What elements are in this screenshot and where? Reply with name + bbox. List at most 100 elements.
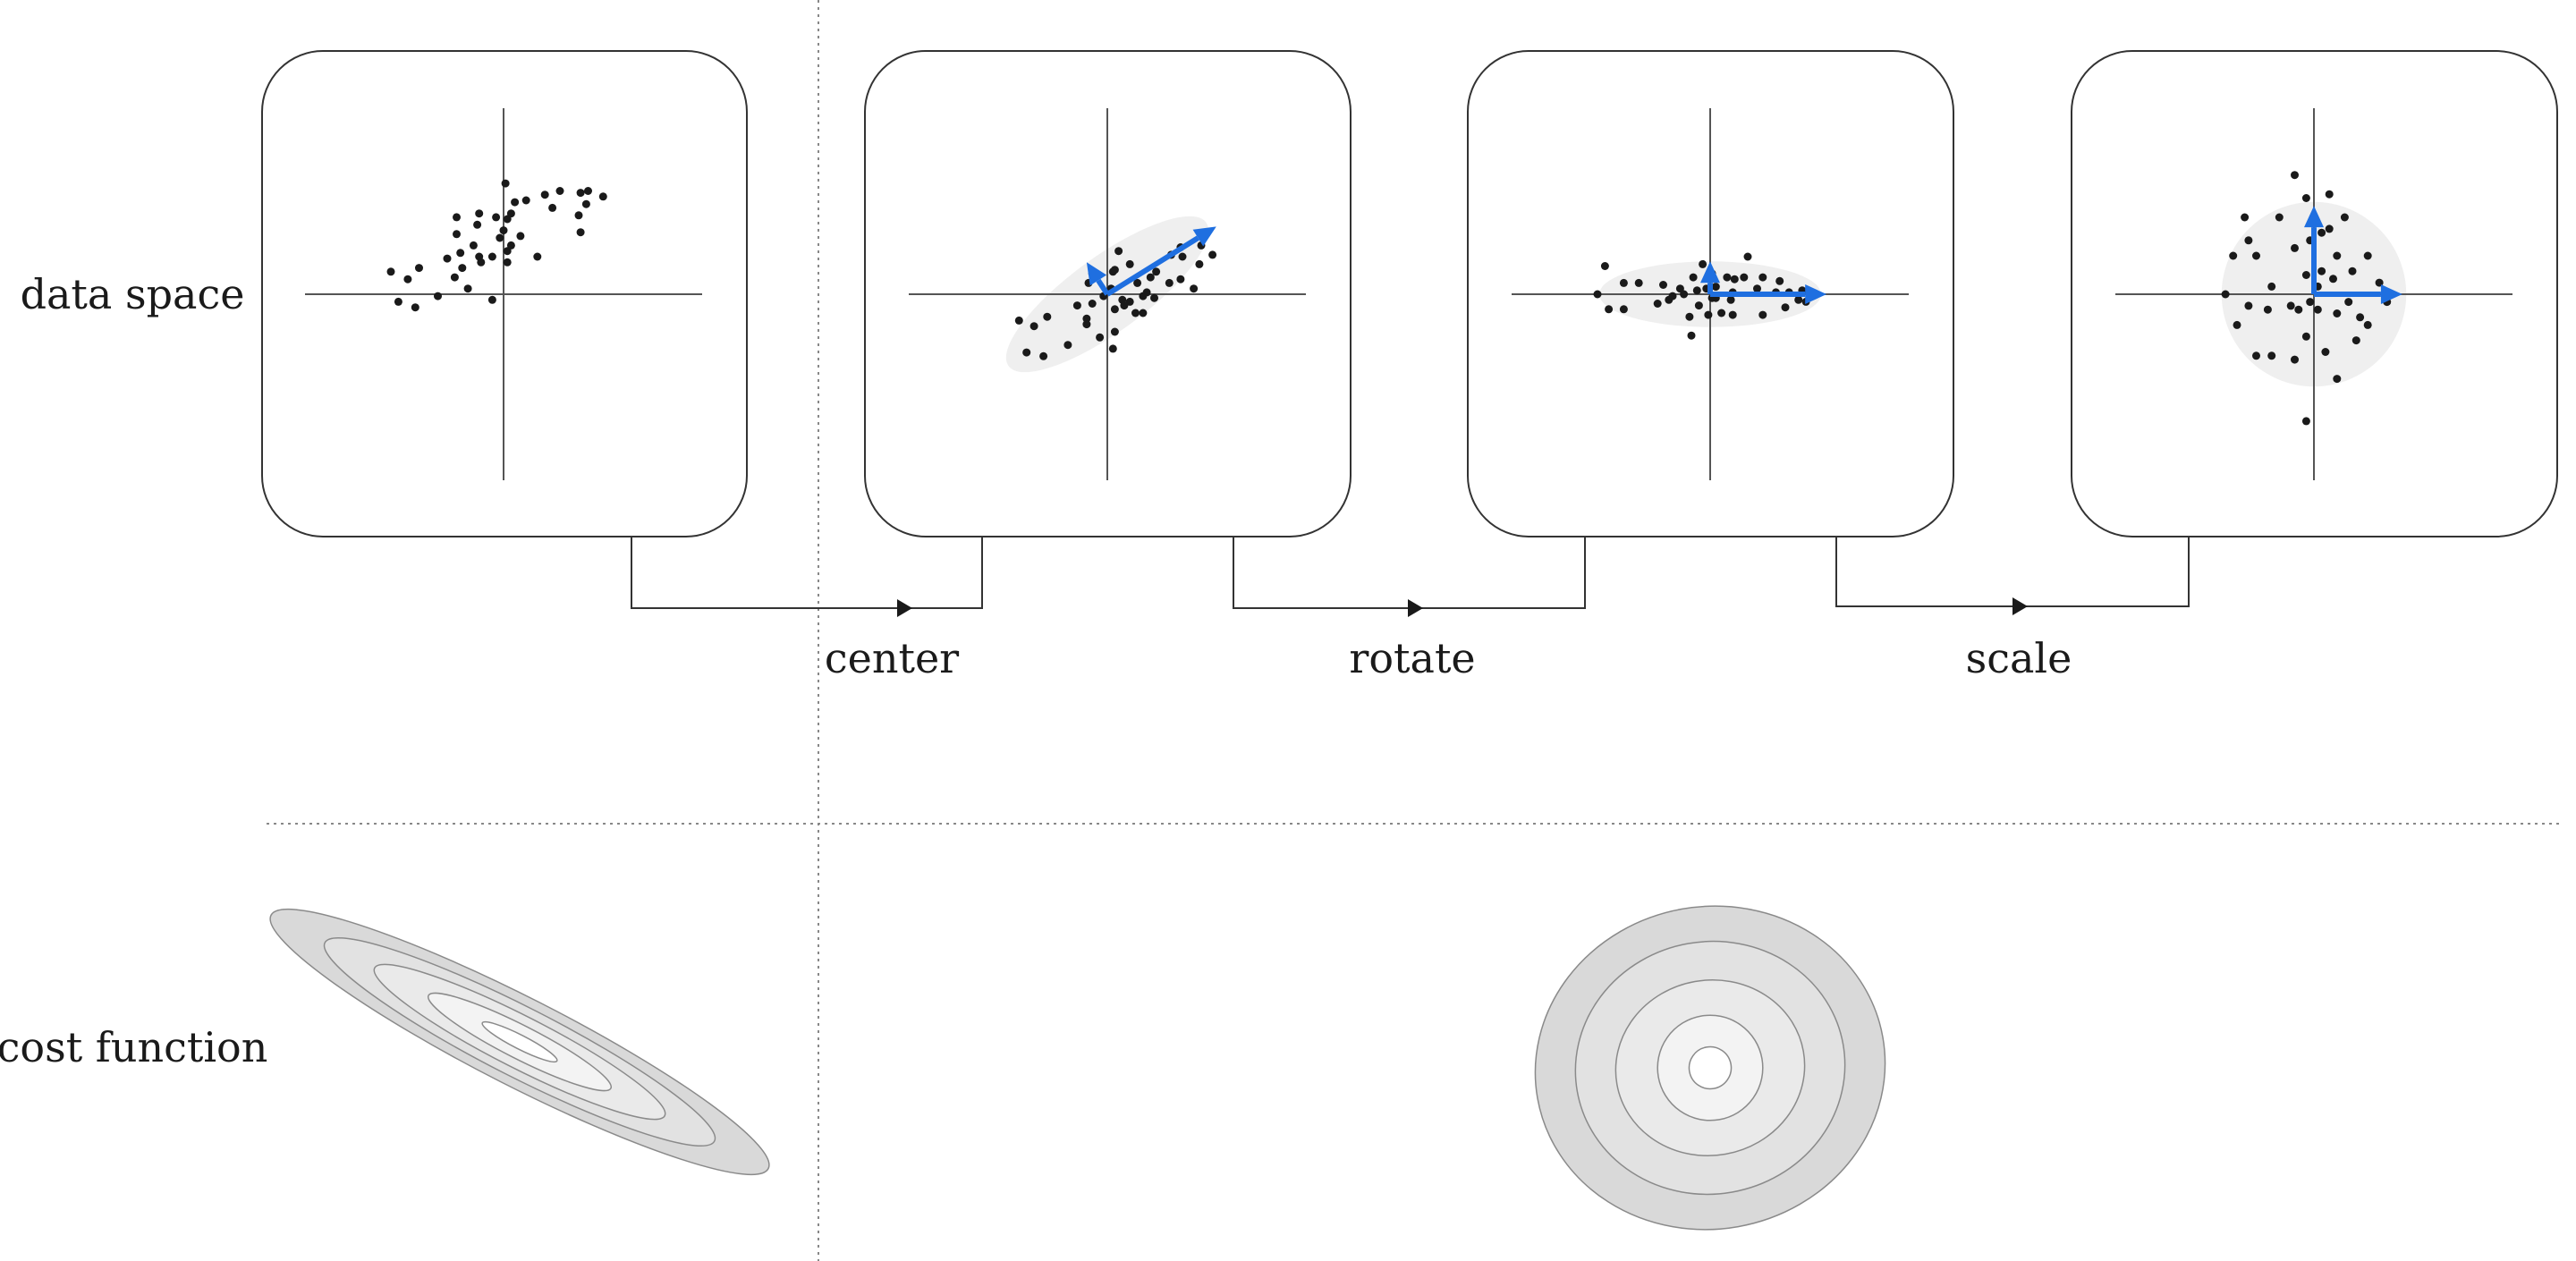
data-point — [1685, 312, 1694, 321]
data-point — [1108, 344, 1117, 353]
step-label-scale: scale — [1966, 634, 2072, 682]
contour-level-5 — [481, 1020, 558, 1063]
data-point — [1689, 273, 1698, 282]
data-point — [1139, 309, 1148, 317]
data-point — [1723, 273, 1732, 282]
data-point — [1063, 341, 1072, 350]
data-point — [487, 252, 496, 261]
data-point — [411, 303, 419, 312]
data-point — [499, 226, 508, 235]
data-point — [2333, 375, 2342, 384]
data-point — [503, 258, 512, 267]
data-point — [1758, 273, 1767, 282]
data-point — [1694, 301, 1703, 310]
data-point — [1704, 310, 1713, 319]
data-point — [511, 198, 520, 207]
data-point — [1668, 292, 1677, 300]
data-point — [450, 273, 459, 282]
data-point — [434, 292, 442, 300]
data-point — [2325, 190, 2334, 199]
data-point — [1699, 259, 1707, 268]
eigenvector-arrowhead — [2304, 206, 2324, 228]
data-point — [1195, 259, 1204, 268]
data-point — [2244, 301, 2253, 310]
data-point — [1605, 305, 1614, 314]
data-point — [1150, 293, 1158, 302]
data-point — [1142, 288, 1151, 297]
data-point — [1088, 300, 1097, 308]
data-point — [456, 249, 465, 258]
arrowhead-scale — [2012, 597, 2028, 615]
data-point — [2241, 213, 2250, 222]
data-point — [2294, 305, 2303, 314]
data-space-label: data space — [21, 270, 245, 318]
panel-scaled-data — [2071, 50, 2558, 537]
data-point — [415, 264, 423, 273]
data-point — [2329, 275, 2337, 284]
eigenvector-arrowhead — [1086, 262, 1107, 286]
panel-centered-data — [864, 50, 1352, 537]
data-point — [555, 187, 564, 195]
data-point — [1653, 300, 1662, 308]
data-point — [2351, 336, 2360, 345]
data-point — [1692, 286, 1701, 295]
data-point — [2306, 298, 2315, 307]
data-point — [386, 267, 395, 276]
data-point — [1110, 266, 1119, 275]
data-point — [2301, 194, 2310, 202]
data-point — [1781, 303, 1790, 312]
data-point — [2229, 251, 2238, 260]
data-point — [2252, 351, 2260, 360]
data-point — [1775, 276, 1784, 285]
data-point — [533, 252, 542, 261]
data-point — [1125, 259, 1134, 268]
data-point — [1680, 290, 1689, 299]
data-point — [453, 230, 461, 239]
data-point — [2291, 355, 2299, 364]
data-point — [1634, 278, 1643, 287]
data-point — [1146, 273, 1155, 282]
data-point — [584, 187, 592, 195]
step-label-center: center — [825, 634, 959, 682]
data-point — [2333, 309, 2342, 317]
data-point — [453, 213, 461, 222]
eigenvector-arrowhead — [1700, 261, 1720, 284]
data-point — [1096, 333, 1105, 342]
data-point — [2233, 320, 2241, 329]
data-point — [1082, 320, 1091, 329]
data-point — [458, 264, 467, 273]
data-point — [1165, 278, 1174, 287]
data-point — [492, 213, 501, 222]
data-point — [576, 189, 585, 198]
data-point — [2313, 305, 2322, 314]
data-point — [1178, 252, 1187, 261]
data-point — [1110, 327, 1119, 336]
data-point — [2325, 224, 2334, 233]
eigenvector-2 — [1096, 278, 1110, 296]
data-point — [2267, 282, 2276, 291]
connector-scale — [1835, 537, 2190, 607]
data-point — [506, 241, 515, 250]
data-point — [1593, 290, 1602, 299]
panel-rotated-data — [1467, 50, 1954, 537]
data-point — [506, 209, 515, 218]
data-point — [2321, 348, 2330, 356]
data-point — [581, 199, 590, 208]
data-point — [496, 233, 504, 242]
data-point — [2221, 290, 2230, 299]
data-point — [2348, 267, 2357, 275]
data-point — [1753, 284, 1761, 293]
data-point — [521, 196, 530, 205]
connector-center — [631, 537, 983, 609]
data-point — [2301, 332, 2310, 341]
data-point — [1082, 314, 1091, 323]
data-point — [1208, 250, 1217, 259]
data-point — [1758, 310, 1767, 319]
eigenvector-arrowhead — [1805, 284, 1827, 304]
data-point — [487, 295, 496, 304]
data-point — [2301, 417, 2310, 426]
cost-contour-after — [1534, 905, 1886, 1231]
panel-raw-data — [261, 50, 748, 537]
data-point — [548, 203, 557, 212]
